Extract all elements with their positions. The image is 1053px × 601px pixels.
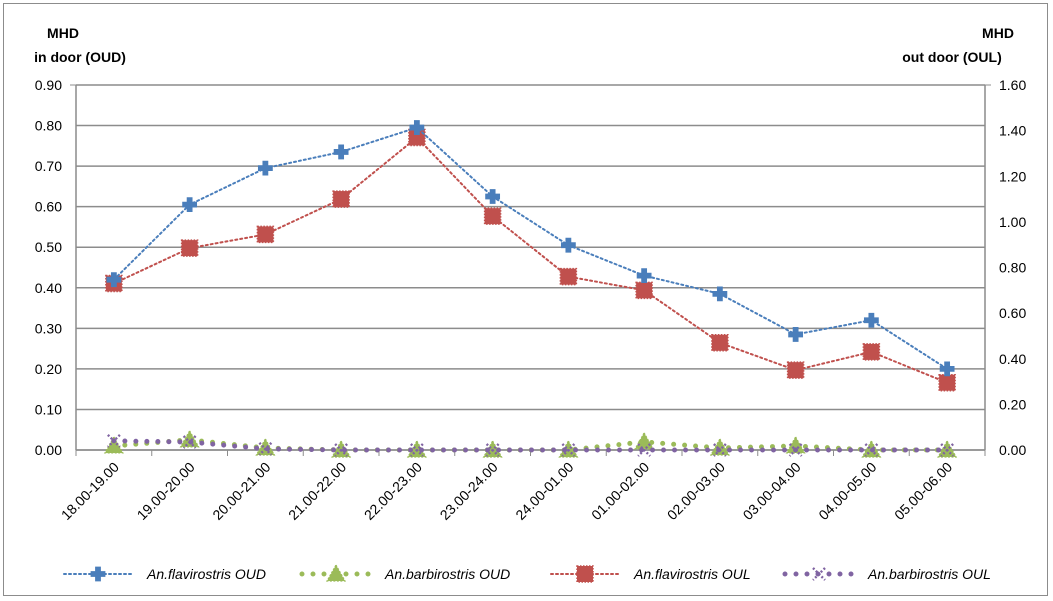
data-point [255, 437, 276, 456]
x-tick-label: 02.00-03.00 [664, 459, 728, 523]
data-point [107, 434, 121, 448]
data-point [409, 120, 425, 135]
data-point [712, 286, 728, 302]
data-point [938, 373, 956, 392]
chart-frame [3, 3, 1048, 596]
data-point [256, 225, 275, 244]
y-left-tick-label: 0.60 [35, 199, 62, 215]
data-point [636, 268, 652, 284]
y-right-tick-label: 1.40 [999, 123, 1026, 139]
x-tick-label: 19.00-20.00 [134, 459, 198, 523]
series-line [112, 126, 949, 370]
series-an-flavirostris-oul [105, 128, 956, 392]
data-point [257, 160, 273, 176]
data-point [179, 429, 200, 448]
y-left-tick-label: 0.90 [35, 77, 62, 93]
y-right-tick-label: 0.80 [999, 260, 1026, 276]
data-point [333, 144, 349, 160]
data-point [862, 343, 881, 361]
legend-item: An.barbirostris OUL [782, 566, 991, 582]
legend: An.flavirostris OUD An.barbirostris OUD An… [63, 563, 991, 583]
y-left-title-line2: in door (OUD) [34, 49, 126, 65]
data-point [485, 189, 501, 204]
x-tick-label: 04.00-05.00 [815, 459, 879, 523]
legend-item: An.flavirostris OUL [550, 565, 751, 583]
y-left-tick-label: 0.40 [35, 280, 62, 296]
y-right-title-line1: MHD [982, 25, 1014, 41]
y-left-tick-label: 0.50 [35, 239, 62, 255]
x-tick-label: 24.00-01.00 [512, 459, 576, 523]
data-point [559, 267, 578, 286]
legend-item: An.flavirostris OUD [63, 566, 266, 582]
data-point [332, 190, 350, 208]
data-point [635, 281, 653, 300]
y-right-tick-label: 1.60 [999, 77, 1026, 93]
data-point [258, 442, 273, 456]
data-point [637, 443, 651, 457]
data-point [561, 443, 576, 457]
data-point [713, 443, 727, 457]
x-tick-label: 22.00-23.00 [361, 459, 425, 523]
legend-marker [90, 566, 106, 582]
data-point [410, 443, 424, 457]
legend-label: An.barbirostris OUL [867, 566, 991, 582]
legend-marker [812, 567, 826, 581]
x-tick-label: 01.00-02.00 [588, 459, 652, 523]
x-tick-label: 20.00-21.00 [209, 459, 273, 523]
data-point [560, 237, 576, 253]
y-left-tick-label: 0.70 [35, 158, 62, 174]
legend-label: An.flavirostris OUL [633, 566, 751, 582]
data-point [103, 435, 124, 454]
y-left-tick-label: 0.00 [35, 442, 62, 458]
y-right-tick-label: 1.00 [999, 214, 1026, 230]
data-point [182, 435, 197, 449]
data-point [106, 272, 122, 288]
legend-label: An.flavirostris OUD [146, 566, 266, 582]
y-left-tick-label: 0.80 [35, 118, 62, 134]
y-right-title-line2: out door (OUL) [902, 49, 1002, 65]
data-point [788, 327, 804, 342]
data-point [786, 361, 805, 379]
data-point [334, 443, 348, 457]
x-tick-label: 21.00-22.00 [285, 459, 349, 523]
data-point [939, 361, 955, 377]
x-tick-label: 05.00-06.00 [891, 459, 955, 523]
legend-marker [325, 563, 347, 582]
data-point [483, 207, 502, 225]
x-tick-label: 18.00-19.00 [58, 459, 122, 523]
data-point [182, 197, 198, 213]
series-an-flavirostris-oud [106, 120, 955, 377]
y-left-tick-label: 0.30 [35, 320, 62, 336]
y-right-tick-label: 0.00 [999, 442, 1026, 458]
data-point [788, 443, 803, 457]
data-point [485, 443, 500, 457]
data-point [864, 443, 879, 457]
series-layer [103, 120, 958, 458]
y-right-tick-label: 0.20 [999, 396, 1026, 412]
y-right-tick-label: 1.20 [999, 168, 1026, 184]
data-point [180, 239, 199, 257]
data-point [863, 312, 879, 328]
y-left-tick-label: 0.20 [35, 361, 62, 377]
x-tick-label: 23.00-24.00 [437, 459, 501, 523]
series-line [111, 438, 950, 453]
x-tick-label: 03.00-04.00 [740, 459, 804, 523]
y-left-tick-label: 0.10 [35, 401, 62, 417]
series-line [112, 136, 949, 384]
legend-marker [576, 565, 594, 583]
legend-item: An.barbirostris OUD [299, 563, 510, 582]
gridlines [76, 84, 985, 451]
data-point [709, 437, 730, 456]
series-an-barbirostris-oul [107, 434, 954, 457]
y-left-title-line1: MHD [47, 25, 79, 41]
legend-label: An.barbirostris OUD [384, 566, 510, 582]
y-right-tick-label: 0.40 [999, 351, 1026, 367]
data-point [940, 443, 954, 457]
data-point [408, 128, 426, 147]
data-point [711, 334, 729, 352]
y-right-tick-label: 0.60 [999, 305, 1026, 321]
